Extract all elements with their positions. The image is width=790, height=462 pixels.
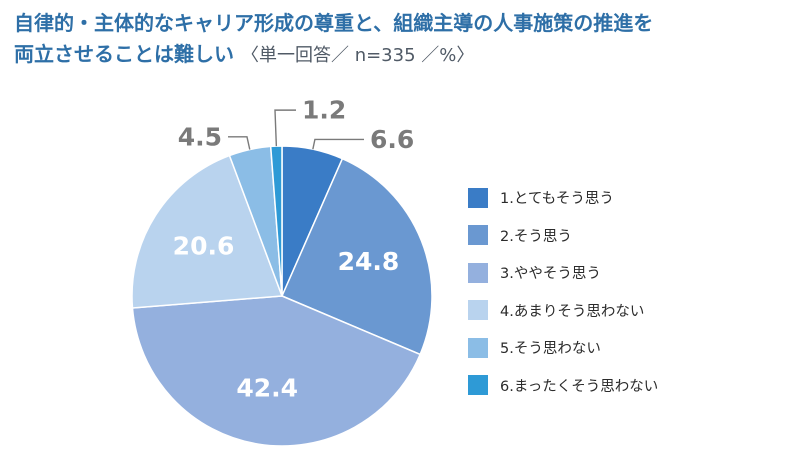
legend-swatch-2 <box>468 225 488 246</box>
pie-slice-4 <box>131 154 284 309</box>
value-label-4: 20.6 <box>173 232 235 261</box>
value-label-2: 24.8 <box>338 247 400 276</box>
leader-line-6 <box>274 109 296 147</box>
leader-line-5 <box>228 136 251 150</box>
chart-title: 自律的・主体的なキャリア形成の尊重と、組織主導の人事施策の推進を 両立させること… <box>14 8 784 71</box>
legend: 1.とてもそう思う 2.そう思う 3.ややそう思う 4.あまりそう思わない 5.そう思わ… <box>468 186 768 412</box>
legend-label-2: 2.そう思う <box>500 228 572 245</box>
legend-label-5: 5.そう思わない <box>500 341 601 358</box>
chart-title-line2: 両立させることは難しい 〈単一回答／ n=335 ／%〉 <box>14 39 784 71</box>
chart-title-note: 〈単一回答／ n=335 ／%〉 <box>240 45 475 66</box>
legend-item-2: 2.そう思う <box>468 224 768 247</box>
leader-line-1 <box>312 138 364 150</box>
legend-item-3: 3.ややそう思う <box>468 261 768 284</box>
legend-swatch-5 <box>468 337 488 358</box>
legend-swatch-4 <box>468 300 488 321</box>
legend-item-4: 4.あまりそう思わない <box>468 299 768 322</box>
legend-label-1: 1.とてもそう思う <box>500 191 614 207</box>
value-label-6: 1.2 <box>302 96 346 125</box>
legend-label-4: 4.あまりそう思わない <box>500 303 645 320</box>
legend-item-6: 6.まったくそう思わない <box>468 374 768 397</box>
pie-slice-3 <box>131 295 422 447</box>
chart-title-line1: 自律的・主体的なキャリア形成の尊重と、組織主導の人事施策の推進を <box>14 11 654 35</box>
value-label-5: 4.5 <box>178 122 222 151</box>
legend-item-1: 1.とてもそう思う <box>468 186 768 209</box>
value-label-3: 42.4 <box>236 373 298 402</box>
legend-swatch-6 <box>468 375 488 396</box>
legend-swatch-1 <box>468 187 488 208</box>
chart-title-line2-text: 両立させることは難しい <box>14 42 234 66</box>
legend-label-6: 6.まったくそう思わない <box>500 378 659 395</box>
legend-swatch-3 <box>468 262 488 283</box>
value-label-1: 6.6 <box>370 125 414 154</box>
pie-slice-2 <box>281 157 433 356</box>
legend-item-5: 5.そう思わない <box>468 336 768 359</box>
legend-label-3: 3.ややそう思う <box>500 266 601 283</box>
